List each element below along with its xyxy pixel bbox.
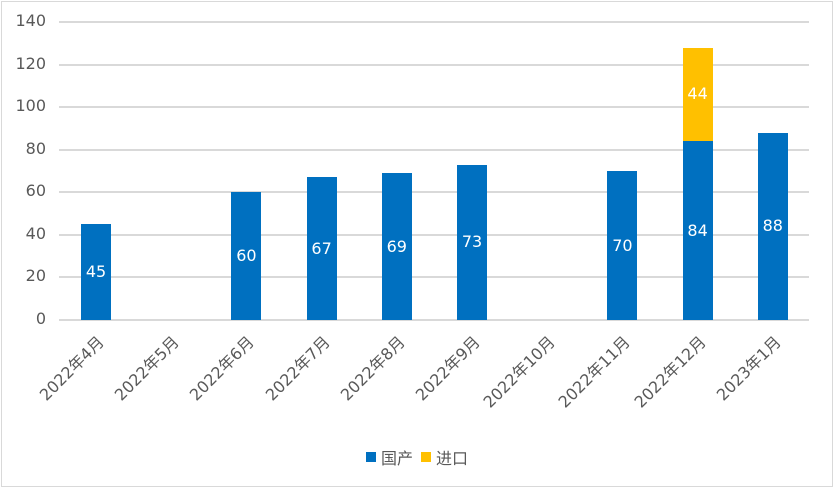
bar-segment: 60 [231, 192, 262, 320]
data-label: 73 [461, 232, 483, 252]
legend-label-domestic: 国产 [380, 449, 413, 468]
bar-segment: 45 [81, 224, 111, 320]
gridline [59, 106, 809, 109]
y-axis-tick-label: 60 [25, 181, 46, 201]
data-label: 70 [612, 235, 633, 255]
y-axis-tick-label: 80 [25, 138, 46, 158]
legend-label-imported: 进口 [436, 449, 469, 468]
gridline [59, 191, 809, 194]
gridline [59, 319, 809, 321]
bar-segment: 69 [381, 173, 412, 320]
data-label: 60 [236, 246, 257, 266]
gridline [59, 276, 809, 279]
gridline [59, 148, 809, 151]
legend-item-imported: 进口 [421, 445, 468, 469]
data-label: 88 [762, 216, 783, 236]
chart-legend: 国产 进口 [0, 445, 834, 469]
bar-segment: 73 [457, 164, 487, 320]
y-axis-tick-label: 120 [15, 53, 46, 73]
bar-segment: 44 [682, 47, 713, 142]
data-label: 67 [311, 238, 332, 258]
bar-segment: 70 [607, 171, 638, 320]
y-axis-tick-label: 100 [15, 96, 46, 116]
bar-segment: 84 [682, 141, 713, 320]
gridline [59, 233, 809, 236]
legend-swatch-domestic [365, 452, 376, 462]
y-axis-tick-label: 40 [25, 223, 46, 243]
legend-item-domestic: 国产 [365, 445, 413, 469]
bar-segment: 67 [306, 177, 337, 320]
data-label: 45 [85, 262, 107, 282]
y-axis-tick-label: 20 [25, 266, 46, 286]
data-label: 84 [687, 220, 708, 240]
y-axis-tick-label: 140 [15, 11, 46, 30]
bar-segment: 88 [757, 132, 788, 320]
data-label: 69 [386, 236, 407, 256]
gridline [59, 63, 809, 66]
gridline [59, 21, 809, 23]
legend-swatch-imported [421, 452, 431, 462]
data-label: 44 [687, 84, 708, 104]
y-axis-tick-label: 0 [35, 309, 46, 328]
